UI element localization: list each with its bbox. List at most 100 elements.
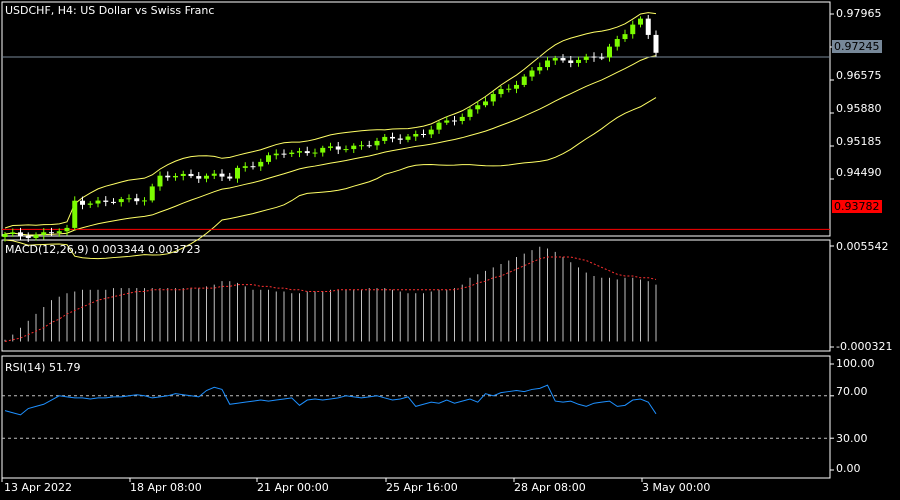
candle-body (64, 227, 70, 232)
candle-body (25, 235, 31, 238)
rsi-pane (2, 384, 830, 439)
candle-body (452, 120, 457, 122)
candle-body (118, 199, 124, 203)
pane-frame (1, 239, 831, 352)
level-price-label: 0.93782 (832, 200, 882, 213)
macd-tick: -0.000321 (836, 340, 893, 353)
candle-body (630, 24, 636, 35)
candle-body (366, 145, 372, 147)
symbol-title: USDCHF, H4: US Dollar vs Swiss Franc (5, 4, 215, 17)
candle-body (351, 145, 357, 150)
candle-body (467, 109, 473, 117)
candle-body (49, 232, 54, 234)
macd-title: MACD(12,26,9) 0.003344 0.003723 (5, 243, 201, 256)
pane-frame (1, 355, 831, 479)
price-tick: 0.95880 (836, 102, 882, 115)
candle-body (568, 60, 574, 63)
candle-body (552, 58, 558, 61)
rsi-tick: 30.00 (836, 432, 868, 445)
candle-body (390, 136, 395, 139)
rsi-tick: 0.00 (836, 462, 861, 475)
candle-body (266, 155, 271, 162)
candle-body (312, 152, 318, 154)
pane-frame (1, 1, 831, 237)
candlesticks (2, 14, 659, 243)
rsi-title: RSI(14) 51.79 (5, 361, 81, 374)
bollinger-upper (4, 12, 657, 229)
bollinger-bands (4, 12, 657, 260)
candle-body (459, 116, 465, 121)
candle-body (219, 173, 225, 177)
candle-body (173, 175, 178, 178)
candle-body (421, 134, 426, 136)
rsi-tick: 70.00 (836, 385, 868, 398)
candle-body (41, 232, 47, 235)
candle-body (614, 39, 620, 47)
candle-body (273, 153, 279, 156)
candle-body (242, 166, 248, 168)
candle-body (33, 234, 39, 238)
candle-body (2, 234, 8, 237)
candle-body (622, 34, 628, 40)
macd-signal-line (4, 256, 657, 342)
candle-body (180, 173, 186, 176)
candle-body (258, 161, 264, 167)
candle-body (382, 136, 388, 141)
candle-body (343, 149, 349, 151)
time-tick: 13 Apr 2022 (4, 481, 73, 494)
time-tick: 3 May 00:00 (642, 481, 711, 494)
candle-body (281, 153, 287, 155)
rsi-level-lines (2, 395, 830, 439)
rsi-tick: 100.00 (836, 357, 875, 370)
bollinger-middle (4, 55, 657, 236)
macd-histogram (4, 246, 657, 342)
candle-body (126, 198, 132, 200)
candle-body (250, 166, 256, 168)
candle-body (18, 232, 23, 236)
candle-body (235, 167, 240, 179)
candle-body (607, 46, 612, 58)
candle-body (545, 60, 550, 68)
candle-body (638, 18, 643, 25)
current-price-label: 0.97245 (832, 40, 882, 53)
candle-body (599, 57, 605, 59)
time-tick: 21 Apr 00:00 (257, 481, 329, 494)
candle-body (111, 201, 116, 203)
candle-body (227, 176, 233, 179)
candle-body (521, 76, 527, 85)
candle-body (297, 151, 302, 153)
candle-body (196, 176, 202, 179)
axis-tick-marks (1, 13, 834, 482)
candle-body (529, 70, 535, 77)
pane-frames (1, 1, 831, 479)
candle-body (211, 173, 217, 176)
price-tick: 0.97965 (836, 7, 882, 20)
candle-body (428, 129, 434, 135)
candle-body (188, 173, 194, 177)
candle-body (506, 88, 512, 90)
candle-body (72, 200, 78, 228)
rsi-line (4, 384, 657, 416)
candle-body (335, 146, 341, 150)
candle-body (289, 152, 295, 155)
candle-body (165, 175, 171, 178)
candle-body (483, 101, 488, 106)
candle-body (103, 200, 109, 202)
price-tick: 0.96575 (836, 69, 882, 82)
candle-body (537, 67, 543, 71)
candle-body (204, 175, 209, 179)
candle-body (320, 147, 326, 153)
candle-body (397, 138, 403, 140)
candle-body (149, 186, 155, 201)
candle-body (328, 146, 333, 148)
candle-body (591, 56, 597, 58)
candle-body (576, 59, 581, 63)
price-pane (2, 12, 830, 260)
bollinger-lower (4, 97, 657, 260)
candle-body (374, 140, 380, 146)
price-tick: 0.94490 (836, 166, 882, 179)
candle-body (413, 134, 419, 137)
candle-body (95, 200, 101, 204)
macd-pane (4, 246, 657, 342)
